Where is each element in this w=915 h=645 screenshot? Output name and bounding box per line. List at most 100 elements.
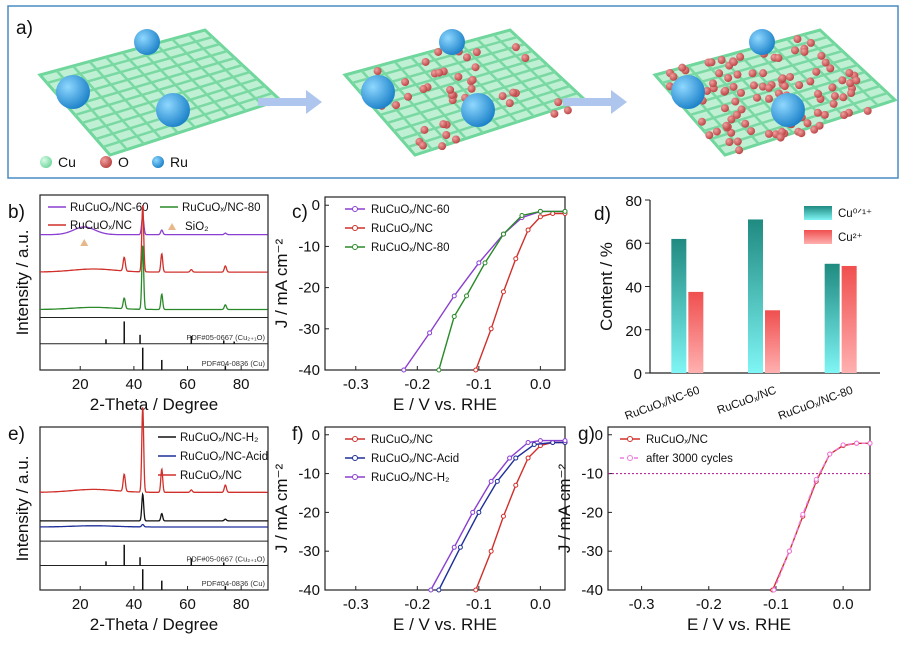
y-axis-label: Intensity / a.u. xyxy=(13,230,32,336)
o-atom xyxy=(817,51,826,60)
panel-f: f) -0.3 -0.2 -0.1 0.0 E / V vs. RHE J / mA cm⁻… xyxy=(272,424,568,634)
o-atom xyxy=(511,43,520,52)
data-point xyxy=(500,289,506,295)
legend-marker xyxy=(352,436,358,442)
panel-label: d) xyxy=(594,204,611,225)
data-point xyxy=(525,455,531,461)
category-label: RuCuOₓ/NC-60 xyxy=(623,385,701,423)
data-point xyxy=(519,213,525,219)
y-tick-label: 40 xyxy=(625,280,642,297)
legend-label: RuCuOₓ/NC xyxy=(371,434,433,446)
o-atom xyxy=(839,93,848,102)
process-arrow-icon xyxy=(258,90,322,114)
panel-g: g) -0.3 -0.2 -0.1 0.0 E / V vs. RHE J / mA cm⁻… xyxy=(555,424,873,634)
panel-d: d) 0 20 40 60 80 Content / % RuCuOₓ/NC-60 RuCuOₓ… xyxy=(594,193,880,423)
y-tick-label: 0 xyxy=(312,197,320,214)
o-atom xyxy=(847,89,856,98)
legend-marker xyxy=(627,436,633,442)
data-point xyxy=(464,293,470,299)
o-atom xyxy=(715,69,724,78)
o-atom xyxy=(828,83,837,92)
ru-nanoparticle xyxy=(56,75,90,109)
ru-nanoparticle xyxy=(749,29,775,55)
cu-mesh-line xyxy=(187,33,264,107)
lsv-curve xyxy=(771,442,870,591)
legend-label: RuCuOₓ/NC xyxy=(70,220,132,232)
data-point xyxy=(428,587,434,593)
o-atom xyxy=(812,67,821,76)
data-point xyxy=(476,260,482,266)
cu-mesh-line xyxy=(443,47,518,123)
y-tick-label: -40 xyxy=(581,582,603,599)
legend-label: RuCuOₓ/NC-Acid xyxy=(371,453,459,465)
cu-mesh-line xyxy=(459,42,535,118)
data-point xyxy=(854,440,860,446)
xrd-curve xyxy=(40,205,268,273)
x-axis-label: E / V vs. RHE xyxy=(393,615,497,634)
x-tick-label: -0.2 xyxy=(404,596,430,613)
x-tick-label: 0.0 xyxy=(833,596,854,613)
legend-label: RuCuOₓ/NC-60 xyxy=(371,204,450,216)
bar-cu01 xyxy=(748,219,763,373)
x-tick-label: -0.1 xyxy=(466,596,492,613)
o-atom xyxy=(749,81,758,90)
lsv-curve xyxy=(438,441,565,591)
plot-frame xyxy=(324,196,566,371)
o-atom xyxy=(863,106,872,115)
o-atom xyxy=(442,130,451,139)
data-point xyxy=(537,214,543,220)
o-atom xyxy=(814,89,823,98)
y-tick-label: -10 xyxy=(298,238,320,255)
data-point xyxy=(513,455,519,461)
ru-nanoparticle xyxy=(461,93,495,127)
o-atom xyxy=(759,69,768,78)
data-point xyxy=(427,330,433,336)
legend-label: RuCuOₓ/NC-H₂ xyxy=(180,432,259,444)
o-atom xyxy=(852,76,861,85)
legend-o-label: O xyxy=(118,154,129,170)
y-tick-label: 0 xyxy=(595,427,603,444)
panel-label: c) xyxy=(292,202,308,223)
o-atom xyxy=(747,127,756,136)
y-tick-label: -10 xyxy=(581,466,603,483)
o-atom xyxy=(826,64,835,73)
o-atom xyxy=(764,129,773,138)
legend-label: after 3000 cycles xyxy=(646,453,733,465)
x-tick-label: 60 xyxy=(179,376,196,393)
o-atom xyxy=(737,105,746,114)
o-atom xyxy=(800,47,809,56)
o-atom xyxy=(404,92,413,101)
lsv-curve xyxy=(475,441,565,591)
x-tick-label: -0.1 xyxy=(763,596,789,613)
o-atom xyxy=(722,121,731,130)
o-atom xyxy=(420,125,429,134)
panel-c: c) -0.3 -0.2 -0.1 0.0 E / V vs. RHE J / mA cm⁻… xyxy=(272,196,568,414)
xrd-curve xyxy=(40,215,268,236)
o-atom xyxy=(846,79,855,88)
y-tick-label: -20 xyxy=(298,504,320,521)
y-tick-label: 0 xyxy=(634,366,642,383)
o-atom xyxy=(669,72,678,81)
o-atom xyxy=(838,76,847,85)
o-atom xyxy=(786,72,795,81)
o-atom xyxy=(392,101,401,110)
x-tick-label: -0.3 xyxy=(343,376,369,393)
o-atom xyxy=(724,74,733,83)
data-point xyxy=(476,509,482,515)
catalyst-stage-2 xyxy=(342,28,588,157)
x-tick-label: -0.2 xyxy=(404,376,430,393)
bar-cu01 xyxy=(824,263,840,373)
ru-nanoparticle xyxy=(134,29,160,55)
bar-cu2 xyxy=(841,265,857,373)
data-point xyxy=(494,478,500,484)
x-tick-label: -0.3 xyxy=(343,596,369,613)
ru-nanoparticle xyxy=(361,75,395,109)
data-point xyxy=(473,367,479,373)
data-point xyxy=(786,548,792,554)
legend-label: RuCuOₓ/NC-80 xyxy=(371,242,450,254)
o-atom xyxy=(446,85,455,94)
data-point xyxy=(488,478,494,484)
o-atom xyxy=(803,119,812,128)
panel-label: b) xyxy=(8,202,25,223)
reference-label: PDF#05-0667 (Cu₂₊₁O) xyxy=(186,555,265,564)
